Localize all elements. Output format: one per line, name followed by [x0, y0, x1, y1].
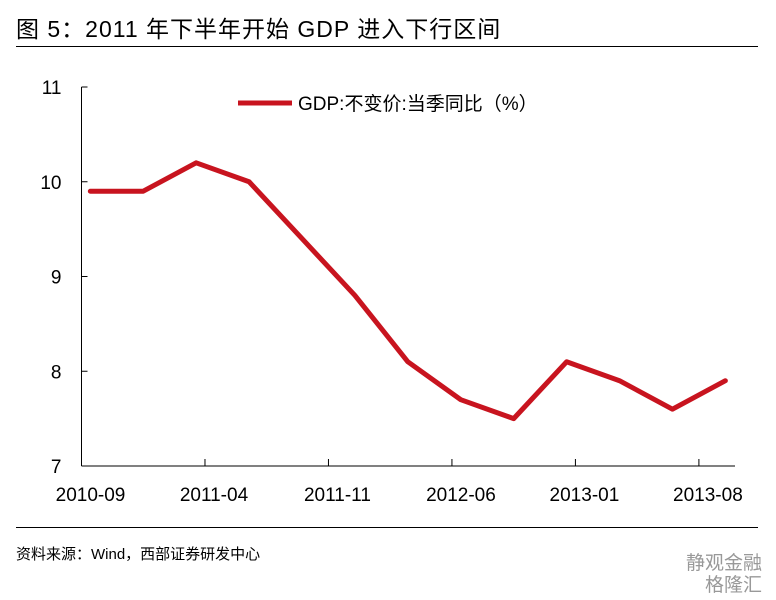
- x-tick-label: 2013-08: [673, 485, 743, 506]
- series-line: [87, 160, 728, 422]
- y-tick-label: 11: [42, 78, 62, 99]
- y-tick-label: 10: [40, 173, 61, 194]
- watermark-line1: 静观金融: [685, 553, 762, 574]
- watermark-line2: 格隆汇: [704, 575, 762, 596]
- y-tick-label: 9: [51, 268, 62, 289]
- y-tick-label: 8: [51, 362, 62, 383]
- y-tick-label: 7: [51, 457, 62, 478]
- line-chart: 7 8 9 10 11 2010-09 2011-04 2011-11 2012-06 2013-…: [40, 78, 743, 506]
- watermark: 静观金融 格隆汇: [686, 553, 762, 597]
- x-tick-label: 2011-11: [304, 485, 371, 506]
- legend-label: GDP:不变价:当季同比（%）: [298, 93, 538, 115]
- x-tick-label: 2011-04: [180, 485, 249, 506]
- x-tick-label: 2012-06: [426, 485, 496, 506]
- source-note: 资料来源：Wind，西部证券研发中心: [16, 546, 261, 563]
- x-tick-label: 2013-01: [550, 485, 620, 506]
- top-divider: [16, 46, 758, 47]
- bottom-divider: [16, 527, 758, 528]
- figure-title: 图 5：2011 年下半年开始 GDP 进入下行区间: [16, 16, 502, 42]
- x-tick-label: 2010-09: [56, 485, 126, 506]
